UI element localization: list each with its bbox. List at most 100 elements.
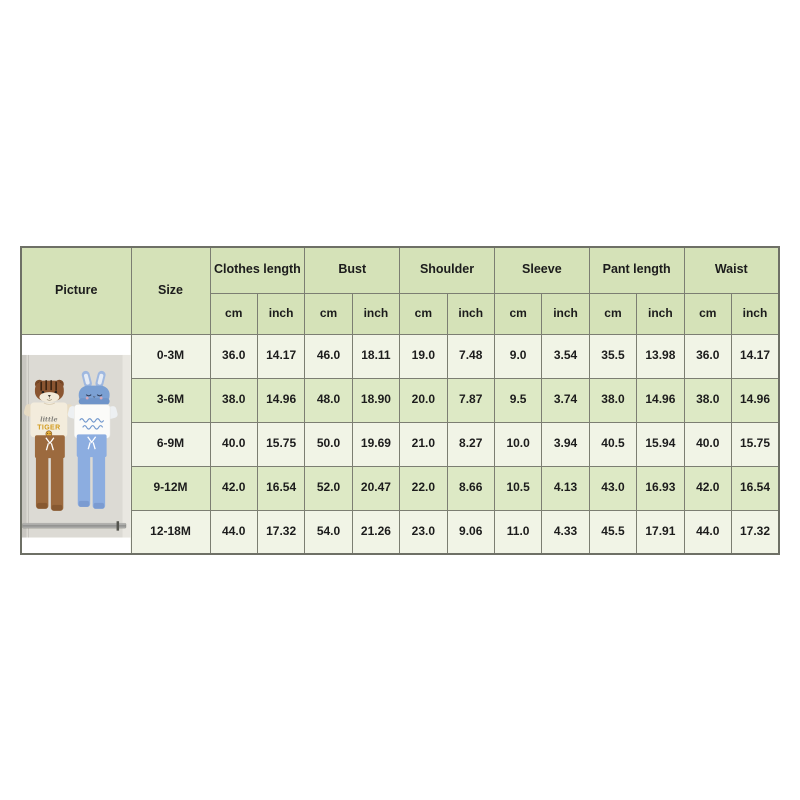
picture-cell: little TIGER <box>20 333 132 555</box>
value-cell: 23.0 <box>399 509 448 555</box>
col-header-picture: Picture <box>20 246 132 335</box>
col-header-pant-length: Pant length <box>588 246 685 294</box>
unit-header-cm: cm <box>588 292 638 335</box>
value-cell: 38.0 <box>683 377 732 423</box>
tiger-outfit: little TIGER <box>23 379 74 511</box>
unit-header-inch: inch <box>446 292 495 335</box>
unit-header-cm: cm <box>209 292 258 335</box>
col-header-waist: Waist <box>683 246 780 294</box>
value-cell: 44.0 <box>683 509 732 555</box>
value-cell: 52.0 <box>304 465 353 511</box>
bunny-shirt-script-line2 <box>82 424 104 430</box>
value-cell: 14.96 <box>636 377 685 423</box>
value-cell: 14.96 <box>730 377 780 423</box>
bunny-shirt <box>67 403 118 439</box>
value-cell: 15.75 <box>256 421 306 467</box>
unit-header-inch: inch <box>256 292 306 335</box>
value-cell: 15.94 <box>636 421 685 467</box>
value-cell: 9.0 <box>493 333 543 379</box>
value-cell: 20.47 <box>351 465 401 511</box>
value-cell: 3.94 <box>541 421 590 467</box>
value-cell: 20.0 <box>399 377 448 423</box>
value-cell: 44.0 <box>209 509 258 555</box>
unit-header-cm: cm <box>683 292 732 335</box>
col-header-bust: Bust <box>304 246 401 294</box>
value-cell: 13.98 <box>636 333 685 379</box>
unit-header-inch: inch <box>636 292 685 335</box>
value-cell: 18.90 <box>351 377 401 423</box>
value-cell: 35.5 <box>588 333 638 379</box>
size-cell: 12-18M <box>130 509 211 555</box>
value-cell: 19.69 <box>351 421 401 467</box>
value-cell: 17.32 <box>730 509 780 555</box>
col-header-size: Size <box>130 246 211 335</box>
value-cell: 7.87 <box>446 377 495 423</box>
value-cell: 54.0 <box>304 509 353 555</box>
value-cell: 48.0 <box>304 377 353 423</box>
value-cell: 19.0 <box>399 333 448 379</box>
value-cell: 50.0 <box>304 421 353 467</box>
value-cell: 4.33 <box>541 509 590 555</box>
value-cell: 40.0 <box>683 421 732 467</box>
drawstring-bow-icon <box>87 435 97 449</box>
unit-header-inch: inch <box>730 292 780 335</box>
tiger-hat-icon <box>34 379 64 402</box>
value-cell: 16.54 <box>256 465 306 511</box>
unit-header-cm: cm <box>493 292 543 335</box>
col-header-shoulder: Shoulder <box>399 246 495 294</box>
unit-header-cm: cm <box>399 292 448 335</box>
value-cell: 8.27 <box>446 421 495 467</box>
product-photo: little TIGER <box>22 334 131 553</box>
value-cell: 38.0 <box>209 377 258 423</box>
value-cell: 15.75 <box>730 421 780 467</box>
bunny-shirt-script-line1 <box>79 417 105 423</box>
col-header-clothes-length: Clothes length <box>209 246 306 294</box>
value-cell: 9.06 <box>446 509 495 555</box>
value-cell: 45.5 <box>588 509 638 555</box>
size-chart-table: Picture Size Clothes length Bust Shoulde… <box>20 246 780 555</box>
value-cell: 3.54 <box>541 333 590 379</box>
size-cell: 3-6M <box>130 377 211 423</box>
value-cell: 36.0 <box>683 333 732 379</box>
bunny-hat-icon <box>78 370 110 405</box>
unit-header-cm: cm <box>304 292 353 335</box>
value-cell: 16.54 <box>730 465 780 511</box>
value-cell: 21.0 <box>399 421 448 467</box>
value-cell: 21.26 <box>351 509 401 555</box>
value-cell: 22.0 <box>399 465 448 511</box>
size-cell: 0-3M <box>130 333 211 379</box>
value-cell: 38.0 <box>588 377 638 423</box>
tiger-pants <box>34 434 65 511</box>
value-cell: 11.0 <box>493 509 543 555</box>
value-cell: 42.0 <box>683 465 732 511</box>
value-cell: 42.0 <box>209 465 258 511</box>
value-cell: 18.11 <box>351 333 401 379</box>
value-cell: 16.93 <box>636 465 685 511</box>
tiger-shirt-text-script: little <box>40 415 57 423</box>
value-cell: 10.5 <box>493 465 543 511</box>
tiger-shirt: little TIGER <box>23 402 74 437</box>
bunny-outfit <box>67 370 118 509</box>
value-cell: 40.5 <box>588 421 638 467</box>
value-cell: 10.0 <box>493 421 543 467</box>
tiger-shirt-text-tiger: TIGER <box>37 424 60 431</box>
value-cell: 9.5 <box>493 377 543 423</box>
value-cell: 8.66 <box>446 465 495 511</box>
unit-header-inch: inch <box>541 292 590 335</box>
col-header-sleeve: Sleeve <box>493 246 590 294</box>
hanging-rod-icon <box>22 520 127 531</box>
size-cell: 6-9M <box>130 421 211 467</box>
value-cell: 17.91 <box>636 509 685 555</box>
value-cell: 36.0 <box>209 333 258 379</box>
size-cell: 9-12M <box>130 465 211 511</box>
value-cell: 17.32 <box>256 509 306 555</box>
value-cell: 14.17 <box>730 333 780 379</box>
value-cell: 3.74 <box>541 377 590 423</box>
value-cell: 43.0 <box>588 465 638 511</box>
value-cell: 40.0 <box>209 421 258 467</box>
bunny-pants <box>76 433 107 509</box>
value-cell: 4.13 <box>541 465 590 511</box>
unit-header-inch: inch <box>351 292 401 335</box>
drawstring-bow-icon <box>45 436 55 450</box>
value-cell: 14.17 <box>256 333 306 379</box>
